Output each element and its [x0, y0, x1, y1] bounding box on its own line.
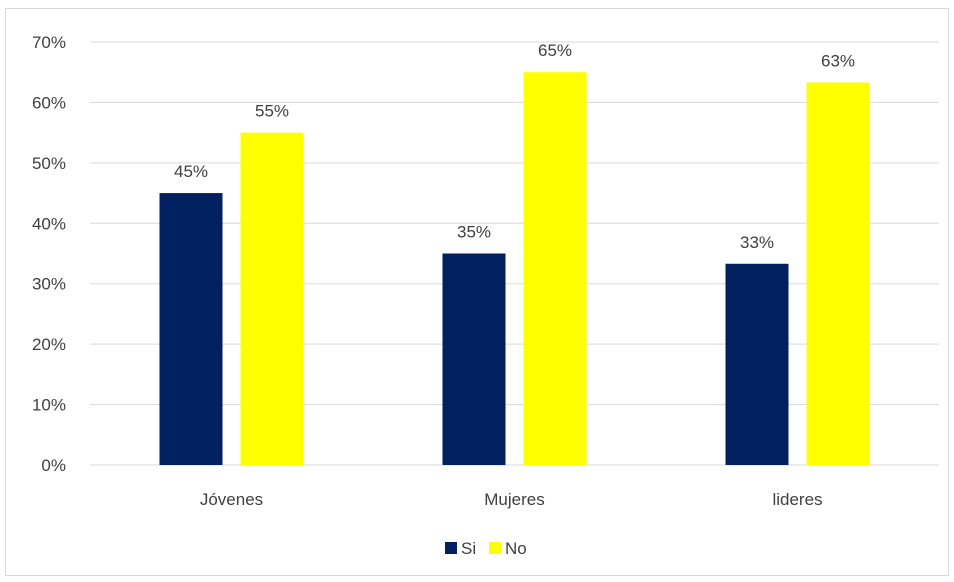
y-tick-label: 70%	[32, 33, 66, 52]
y-tick-label: 20%	[32, 335, 66, 354]
bar-si-3	[725, 263, 789, 465]
gridlines	[90, 41, 939, 466]
x-tick-label: Mujeres	[484, 490, 544, 509]
x-axis-tick-labels: Jóvenes Mujeres lideres	[200, 490, 823, 509]
data-label-no-3: 63%	[821, 51, 855, 70]
bar-no-1	[240, 132, 304, 465]
y-tick-label: 50%	[32, 154, 66, 173]
data-label-no-1: 55%	[255, 102, 289, 121]
y-axis-tick-labels: 0% 10% 20% 30% 40% 50% 60% 70%	[32, 33, 66, 475]
y-tick-label: 0%	[41, 456, 66, 475]
y-tick-label: 40%	[32, 214, 66, 233]
data-label-si-3: 33%	[740, 233, 774, 252]
y-tick-label: 10%	[32, 396, 66, 415]
y-tick-label: 60%	[32, 93, 66, 112]
legend-swatch-si	[445, 542, 457, 554]
x-tick-label: lideres	[772, 490, 822, 509]
legend-label-no: No	[505, 539, 527, 558]
bar-no-2	[523, 72, 587, 465]
bar-no-3	[806, 82, 870, 465]
data-label-si-2: 35%	[457, 223, 491, 242]
bars	[159, 72, 870, 466]
data-labels: 45% 55% 35% 65% 33% 63%	[174, 41, 855, 252]
bar-si-2	[442, 253, 506, 465]
data-label-no-2: 65%	[538, 41, 572, 60]
data-label-si-1: 45%	[174, 162, 208, 181]
legend-swatch-no	[489, 542, 501, 554]
legend-label-si: Si	[461, 539, 476, 558]
x-tick-label: Jóvenes	[200, 490, 263, 509]
y-tick-label: 30%	[32, 275, 66, 294]
legend: Si No	[445, 539, 527, 558]
bar-si-1	[159, 193, 223, 466]
